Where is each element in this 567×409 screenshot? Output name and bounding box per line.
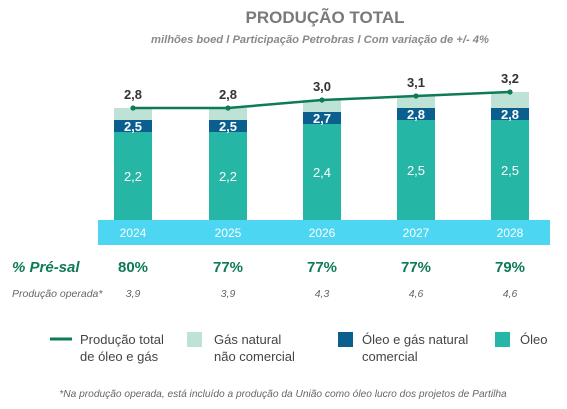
- pre-sal-value-2024: 80%: [118, 259, 148, 276]
- x-axis: 2024 2025 2026 2027 2028: [98, 220, 550, 245]
- label-comercial-2027: 2,8: [407, 107, 425, 122]
- tick-label-2027: 2027: [403, 226, 430, 240]
- line-point-2028: [507, 89, 513, 95]
- line-point-2026: [319, 97, 325, 103]
- legend-label-1: Produção total: [80, 332, 164, 347]
- legend-swatch-4: [495, 332, 510, 347]
- label-oleo-2025: 2,2: [219, 169, 237, 184]
- bar-oleo-2026: [303, 124, 341, 220]
- label-total-2027: 3,1: [407, 75, 425, 90]
- pre-sal-value-2026: 77%: [307, 259, 337, 276]
- bar-nao-comercial-2028: [491, 92, 529, 108]
- producao-operada-value-2026: 4,3: [315, 288, 330, 300]
- legend-label-3: Óleo e gás natural: [362, 332, 468, 347]
- producao-operada-value-2025: 3,9: [221, 288, 236, 300]
- label-oleo-2028: 2,5: [501, 163, 519, 178]
- line-point-2024: [130, 105, 136, 111]
- bar-comercial-2027: [397, 108, 435, 120]
- legend-label-1-line2: de óleo e gás: [80, 349, 159, 364]
- legend-label-3-line2: comercial: [362, 349, 418, 364]
- tick-label-2028: 2028: [497, 226, 524, 240]
- label-total-2026: 3,0: [313, 79, 331, 94]
- label-total-2025: 2,8: [219, 87, 237, 102]
- bar-oleo-2027: [397, 120, 435, 220]
- chart-subtitle: milhões boed l Participação Petrobras l …: [151, 34, 489, 46]
- legend-item-4: Óleo: [495, 332, 547, 347]
- bar-nao-comercial-2025: [209, 108, 247, 120]
- label-comercial-2024: 2,5: [124, 119, 142, 134]
- kpi-layer: % Pré-sal 80% 77% 77% 77% 79% Produção operada…: [12, 259, 525, 300]
- tick-label-2026: 2026: [309, 226, 336, 240]
- label-comercial-2026: 2,7: [313, 111, 331, 126]
- bar-nao-comercial-2026: [303, 100, 341, 112]
- line-point-2027: [413, 93, 419, 99]
- line-point-2025: [225, 105, 231, 111]
- legend-swatch-3: [338, 332, 353, 347]
- pre-sal-label: % Pré-sal: [12, 259, 80, 276]
- legend-label-2-line2: não comercial: [214, 349, 295, 364]
- legend-swatch-2: [187, 332, 202, 347]
- legend-label-4: Óleo: [520, 332, 547, 347]
- legend-item-1: Produção total de óleo e gás: [50, 332, 164, 364]
- bar-comercial-2025: [209, 120, 247, 132]
- pre-sal-value-2025: 77%: [213, 259, 243, 276]
- label-comercial-2025: 2,5: [219, 119, 237, 134]
- label-total-2028: 3,2: [501, 71, 519, 86]
- bar-oleo-2028: [491, 120, 529, 220]
- label-comercial-2028: 2,8: [501, 107, 519, 122]
- tick-label-2024: 2024: [120, 226, 147, 240]
- bars-layer: 2,2 2,5 2,2 2,5 2,4 2,7 2,5 2,8 2,5 2,8: [114, 92, 529, 220]
- bar-nao-comercial-2027: [397, 96, 435, 108]
- pre-sal-value-2027: 77%: [401, 259, 431, 276]
- legend-label-2: Gás natural: [214, 332, 281, 347]
- chart-title: PRODUÇÃO TOTAL: [246, 7, 405, 27]
- bar-nao-comercial-2024: [114, 108, 152, 120]
- label-total-2024: 2,8: [124, 87, 142, 102]
- x-axis-band: [98, 220, 550, 245]
- producao-operada-value-2028: 4,6: [503, 288, 518, 300]
- legend-item-2: Gás natural não comercial: [187, 332, 295, 364]
- label-oleo-2026: 2,4: [313, 165, 331, 180]
- line-layer: 2,8 2,8 3,0 3,1 3,2: [124, 71, 519, 111]
- bar-comercial-2028: [491, 108, 529, 120]
- legend-item-3: Óleo e gás natural comercial: [338, 332, 468, 364]
- pre-sal-value-2028: 79%: [495, 259, 525, 276]
- bar-comercial-2026: [303, 112, 341, 124]
- label-oleo-2027: 2,5: [407, 163, 425, 178]
- bar-comercial-2024: [114, 120, 152, 132]
- footnote: *Na produção operada, está incluído a pr…: [59, 389, 507, 400]
- bar-oleo-2025: [209, 132, 247, 220]
- producao-operada-value-2024: 3,9: [126, 288, 141, 300]
- bar-oleo-2024: [114, 132, 152, 220]
- producao-operada-label: Produção operada*: [12, 288, 103, 300]
- tick-label-2025: 2025: [215, 226, 242, 240]
- producao-operada-value-2027: 4,6: [409, 288, 424, 300]
- label-oleo-2024: 2,2: [124, 169, 142, 184]
- legend: Produção total de óleo e gás Gás natural nã…: [50, 332, 547, 364]
